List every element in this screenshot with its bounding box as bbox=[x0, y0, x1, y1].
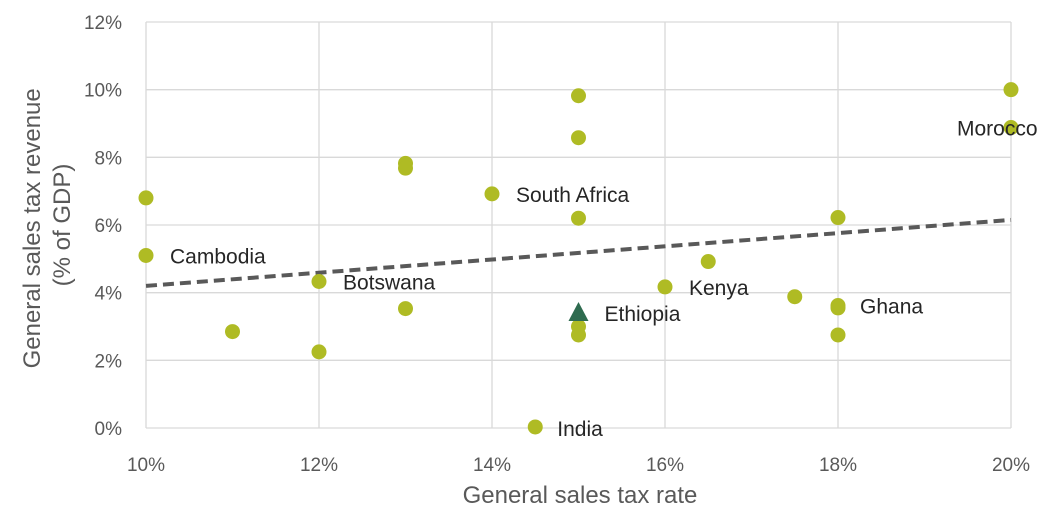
scatter-point bbox=[830, 327, 846, 343]
y-tick-label: 10% bbox=[84, 81, 122, 102]
point-label: Kenya bbox=[689, 277, 749, 300]
highlight-label: Ethiopia bbox=[605, 303, 681, 326]
scatter-point bbox=[571, 327, 586, 343]
scatter-point bbox=[571, 130, 586, 146]
point-labels: Cambodia Botswana South Africa India Kenya Gh… bbox=[170, 118, 1038, 441]
scatter-point bbox=[138, 190, 154, 206]
y-tick-label: 8% bbox=[95, 148, 123, 169]
scatter-point bbox=[398, 160, 413, 176]
point-label: India bbox=[557, 418, 603, 441]
tick-labels: 0% 2% 4% 6% 8% 10% 12% 10% 12% 14% 16% 18% 20% bbox=[84, 13, 1030, 476]
point-label: South Africa bbox=[516, 184, 630, 207]
x-tick-label: 12% bbox=[300, 455, 338, 476]
x-tick-label: 14% bbox=[473, 455, 511, 476]
scatter-point bbox=[311, 274, 327, 290]
y-tick-label: 2% bbox=[95, 351, 123, 372]
y-tick-label: 6% bbox=[95, 216, 123, 237]
scatter-point bbox=[571, 210, 586, 226]
scatter-point bbox=[571, 88, 586, 104]
y-axis-title: General sales tax revenue (% of GDP) bbox=[19, 82, 76, 369]
scatter-point bbox=[527, 419, 543, 435]
highlight-point bbox=[568, 301, 589, 321]
scatter-point bbox=[700, 254, 716, 270]
point-label: Morocco bbox=[957, 118, 1038, 141]
data-points bbox=[138, 82, 1019, 435]
scatter-point bbox=[225, 324, 240, 340]
scatter-point bbox=[830, 300, 846, 316]
scatter-point bbox=[398, 301, 413, 317]
y-tick-label: 4% bbox=[95, 284, 123, 305]
scatter-point bbox=[138, 247, 154, 263]
trendline-group bbox=[145, 217, 1012, 288]
x-axis-title: General sales tax rate bbox=[463, 482, 698, 509]
y-tick-label: 12% bbox=[84, 13, 122, 34]
trendline bbox=[145, 217, 1012, 288]
point-label: Cambodia bbox=[170, 245, 266, 268]
scatter-point bbox=[1003, 120, 1019, 136]
y-axis-title-line2: (% of GDP) bbox=[49, 164, 76, 287]
x-tick-label: 10% bbox=[127, 455, 165, 476]
x-tick-label: 18% bbox=[819, 455, 857, 476]
point-label: Botswana bbox=[343, 272, 436, 295]
point-label: Ghana bbox=[860, 296, 923, 319]
y-axis-title-line1: General sales tax revenue bbox=[19, 88, 46, 368]
scatter-point bbox=[484, 186, 500, 202]
scatter-point bbox=[311, 344, 327, 360]
scatter-point bbox=[830, 210, 846, 226]
y-tick-label: 0% bbox=[95, 419, 123, 440]
scatter-point bbox=[787, 289, 803, 305]
scatter-point bbox=[1003, 82, 1019, 98]
x-tick-label: 20% bbox=[992, 455, 1030, 476]
x-tick-label: 16% bbox=[646, 455, 684, 476]
scatter-point bbox=[657, 279, 673, 295]
